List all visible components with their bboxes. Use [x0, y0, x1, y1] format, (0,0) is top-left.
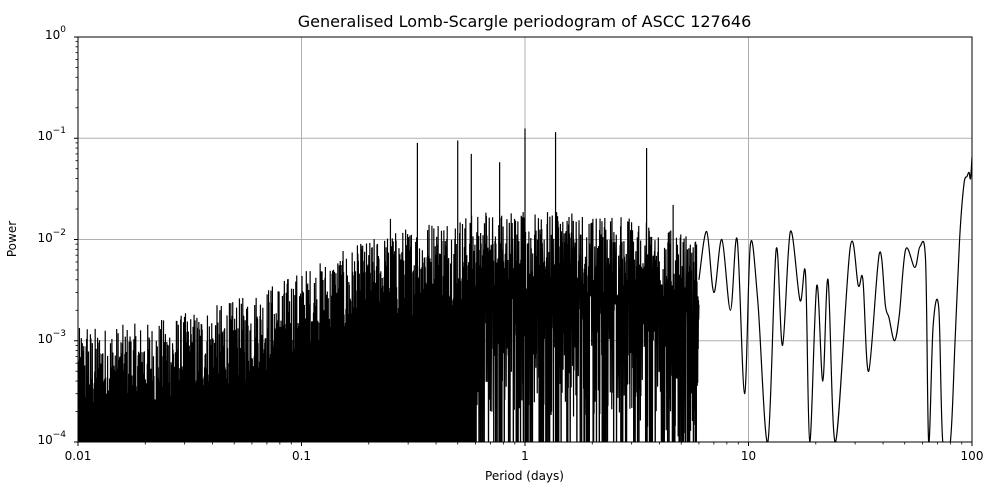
x-tick-label: 10 [740, 449, 757, 463]
x-tick-label: 0.1 [291, 449, 312, 463]
power-trace [78, 128, 972, 442]
x-tick-label: 1 [521, 449, 529, 463]
x-axis-label: Period (days) [485, 469, 564, 483]
x-tick-label: 100 [960, 449, 984, 463]
plot-frame [77, 36, 973, 443]
y-tick-label: 10−4 [37, 430, 66, 447]
x-tick-label: 0.01 [64, 449, 92, 463]
y-tick-label: 10−2 [37, 227, 66, 245]
y-tick-label: 10−3 [37, 328, 66, 346]
chart-title: Generalised Lomb-Scargle periodogram of … [297, 12, 752, 31]
y-tick-label: 100 [44, 25, 66, 42]
y-tick-label: 10−1 [37, 126, 66, 144]
